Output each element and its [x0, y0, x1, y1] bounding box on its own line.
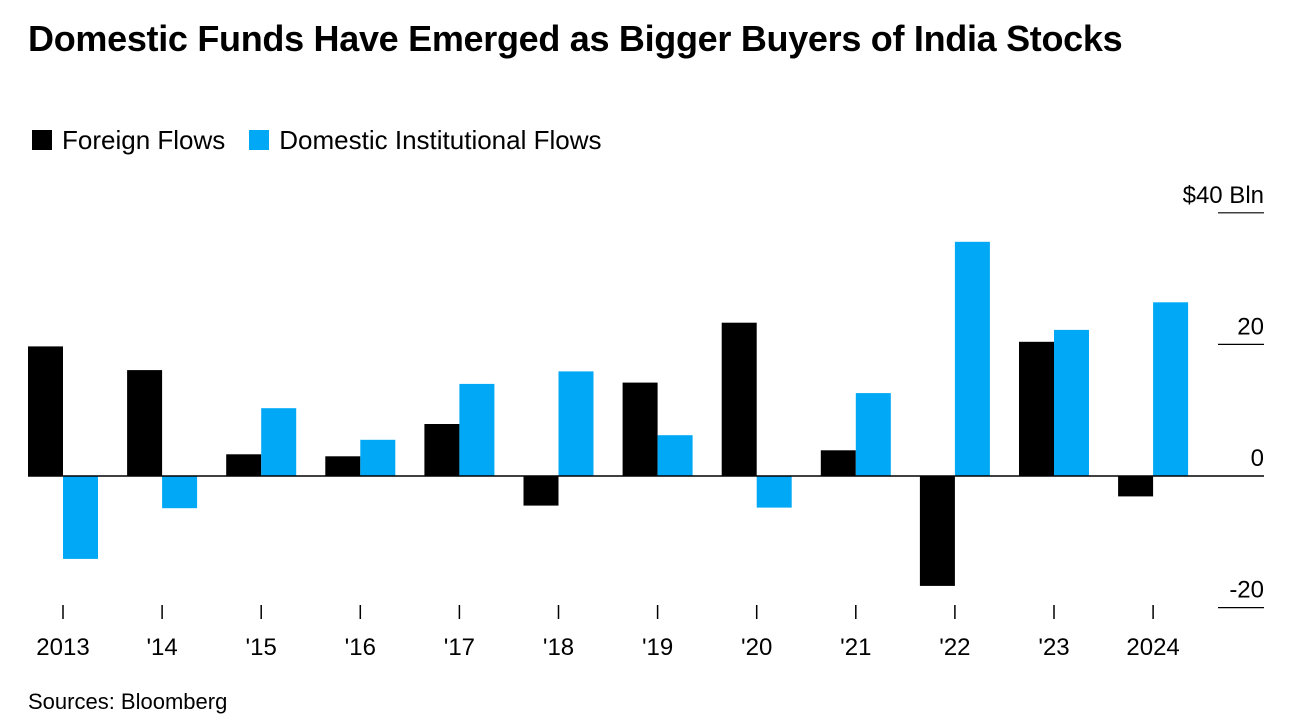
- bar-foreign-3: [325, 456, 361, 476]
- bar-foreign-8: [820, 450, 856, 476]
- bar-foreign-7: [721, 322, 757, 476]
- bar-domestic-9: [954, 241, 990, 476]
- legend-label-domestic: Domestic Institutional Flows: [279, 125, 602, 155]
- bar-foreign-5: [523, 476, 559, 506]
- x-tick-label-7: '20: [741, 634, 772, 661]
- legend-item-foreign: Foreign Flows: [32, 124, 225, 156]
- x-tick-label-9: '22: [939, 634, 970, 661]
- bars-group: [28, 241, 1189, 586]
- x-tick-label-5: '18: [543, 634, 574, 661]
- x-tick-label-0: 2013: [36, 634, 89, 661]
- legend-label-foreign: Foreign Flows: [62, 125, 226, 155]
- bar-foreign-11: [1118, 476, 1154, 497]
- x-tick-label-2: '15: [246, 634, 277, 661]
- chart-legend: Foreign Flows Domestic Institutional Flo…: [32, 124, 602, 156]
- bar-domestic-10: [1054, 329, 1089, 476]
- bar-domestic-1: [162, 476, 198, 509]
- bar-foreign-2: [226, 454, 262, 476]
- bar-domestic-7: [756, 476, 792, 508]
- source-note: Sources: Bloomberg: [28, 689, 228, 714]
- x-tick-label-10: '23: [1038, 634, 1069, 661]
- x-tick-label-8: '21: [840, 634, 871, 661]
- bar-domestic-2: [261, 408, 297, 476]
- bar-domestic-3: [360, 439, 396, 476]
- x-tick-label-1: '14: [146, 634, 177, 661]
- bar-domestic-0: [63, 476, 98, 559]
- x-tick-label-6: '19: [642, 634, 673, 661]
- bar-foreign-6: [622, 382, 658, 476]
- y-axis-group: $40 Bln 20 0 -20: [28, 182, 1264, 609]
- legend-swatch-foreign: [32, 130, 52, 150]
- x-tick-label-4: '17: [444, 634, 475, 661]
- x-tick-label-3: '16: [345, 634, 376, 661]
- x-axis-group: 2013 '14 '15 '16 '17 '18 '19 '20 '21 '22 '23 2024: [36, 605, 1180, 661]
- y-tick-label-2: 0: [1251, 445, 1264, 472]
- bar-domestic-5: [558, 371, 594, 476]
- y-tick-label-0: $40 Bln: [1183, 182, 1264, 209]
- legend-swatch-domestic: [249, 130, 270, 150]
- chart-title: Domestic Funds Have Emerged as Bigger Bu…: [28, 18, 1123, 59]
- y-tick-label-3: -20: [1229, 577, 1264, 604]
- bar-domestic-4: [459, 383, 495, 476]
- bar-foreign-4: [424, 424, 460, 476]
- y-tick-label-1: 20: [1237, 313, 1264, 340]
- bar-domestic-11: [1153, 302, 1189, 476]
- bar-foreign-9: [919, 476, 955, 586]
- bar-foreign-1: [127, 370, 163, 476]
- legend-item-domestic: Domestic Institutional Flows: [249, 124, 602, 156]
- bar-foreign-0: [28, 346, 63, 476]
- bar-foreign-10: [1019, 341, 1054, 476]
- x-tick-label-11: 2024: [1126, 634, 1179, 661]
- bar-domestic-8: [855, 393, 891, 476]
- bar-domestic-6: [657, 435, 693, 476]
